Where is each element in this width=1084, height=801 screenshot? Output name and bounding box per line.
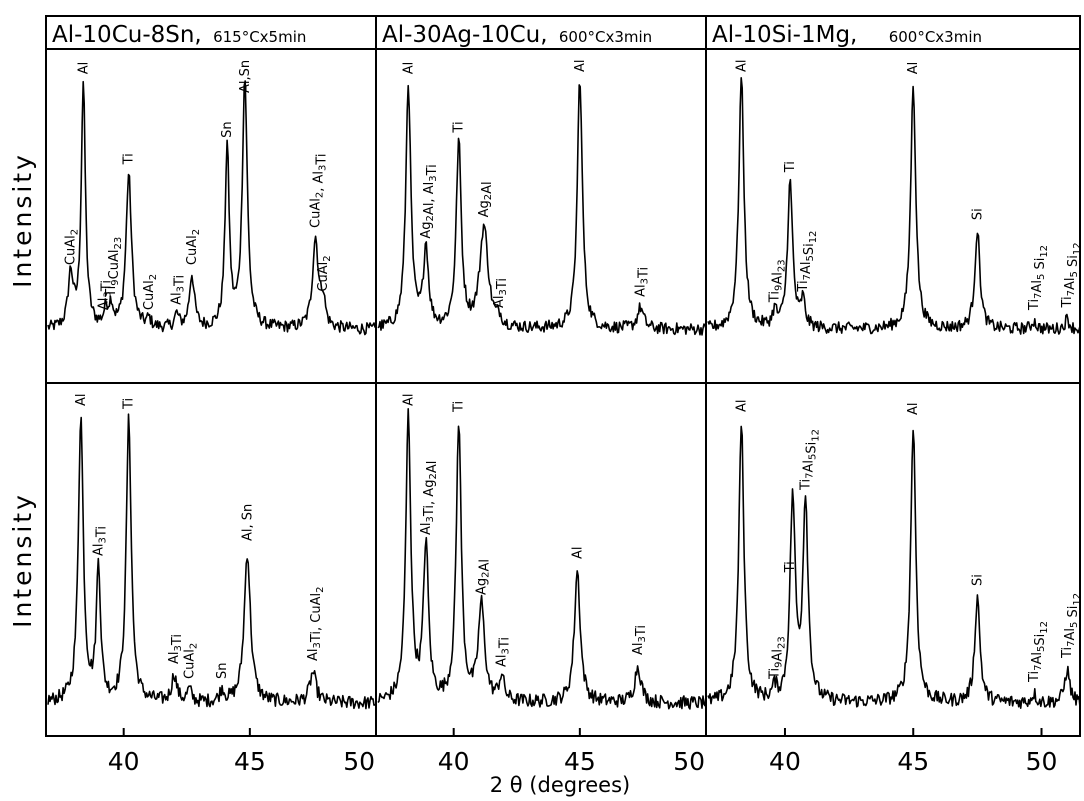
peak-label-p2-top-6: Al3Ti bbox=[633, 267, 651, 297]
xrd-trace-p2-top bbox=[377, 84, 707, 336]
peak-label-p3-top-7: Ti7Al5 Si12 bbox=[1060, 242, 1083, 308]
peak-label-p3-bottom-2: Ti bbox=[783, 561, 798, 573]
peak-label-p1-top-0: CuAl2 bbox=[64, 229, 81, 265]
peak-label-p1-top-10: CuAl2, Al3Ti bbox=[308, 153, 329, 228]
peak-label-p3-top-4: Al bbox=[906, 62, 921, 75]
peak-label-p2-bottom-1: Al3Ti, Ag2Al bbox=[419, 461, 440, 535]
peak-label-p3-top-1: Ti9Al23 bbox=[768, 259, 788, 303]
peak-label-p3-bottom-1: Ti9Al23 bbox=[768, 636, 788, 680]
x-tick-label-p1-1: 45 bbox=[234, 747, 266, 776]
x-tick-label-p2-2: 50 bbox=[673, 747, 705, 776]
chart-marks: 40 45 50CuAl2AlAl3TiTi9CuAl23TiCuAl2Al3TiC… bbox=[47, 59, 1083, 776]
peak-label-p1-top-8: Sn bbox=[220, 121, 235, 138]
peak-label-p2-top-1: Ag2Al, Al3Ti bbox=[419, 164, 440, 238]
peak-label-p3-bottom-0: Al bbox=[734, 399, 749, 412]
xrd-trace-p2-bottom bbox=[377, 408, 707, 710]
peak-label-p1-top-1: Al bbox=[76, 62, 91, 75]
figure-frame bbox=[45, 15, 1081, 737]
peak-label-p2-bottom-0: Al bbox=[401, 393, 416, 406]
peak-label-p2-bottom-2: Ti bbox=[452, 401, 467, 413]
x-tick-label-p1-0: 40 bbox=[108, 747, 140, 776]
xrd-trace-p3-bottom bbox=[707, 425, 1081, 709]
peak-label-p2-top-2: Ti bbox=[452, 121, 467, 133]
peak-label-p3-bottom-7: Ti7Al5 Si12 bbox=[1060, 593, 1083, 659]
peak-label-p3-top-6: Ti7Al5 Si12 bbox=[1027, 245, 1050, 311]
peak-label-p1-bottom-2: Ti bbox=[122, 398, 137, 410]
x-tick-label-p2-1: 45 bbox=[564, 747, 596, 776]
peak-label-p2-bottom-6: Al3Ti bbox=[631, 625, 649, 655]
peak-label-p1-top-9: Al,Sn bbox=[238, 60, 253, 93]
x-tick-label-p3-1: 45 bbox=[897, 747, 929, 776]
peak-label-p1-bottom-7: Al3Ti, CuAl2 bbox=[306, 586, 326, 661]
peak-label-p3-top-5: Si bbox=[970, 208, 985, 220]
x-tick-label-p1-2: 50 bbox=[343, 747, 375, 776]
x-tick-label-p2-0: 40 bbox=[438, 747, 470, 776]
peak-label-p2-top-4: Al3Ti bbox=[492, 278, 510, 308]
y-axis-label-top: Intensity bbox=[8, 152, 37, 288]
x-tick-label-p3-2: 50 bbox=[1026, 747, 1058, 776]
peak-label-p1-bottom-6: Al, Sn bbox=[240, 504, 255, 541]
peak-label-p3-top-3: Ti7Al5Si12 bbox=[796, 231, 819, 293]
peak-label-p1-top-3: Ti9CuAl23 bbox=[104, 237, 124, 298]
peak-label-p1-top-5: CuAl2 bbox=[142, 274, 159, 310]
peak-label-p2-top-3: Ag2Al bbox=[477, 181, 495, 217]
peak-label-p1-bottom-0: Al bbox=[74, 393, 89, 406]
y-axis-label-bottom: Intensity bbox=[8, 492, 37, 628]
peak-label-p2-bottom-4: Al3Ti bbox=[495, 637, 513, 667]
x-tick-label-p3-0: 40 bbox=[769, 747, 801, 776]
peak-label-p3-bottom-6: Ti7Al5Si12 bbox=[1027, 621, 1050, 683]
xrd-trace-p3-top bbox=[707, 77, 1081, 335]
peak-label-p1-top-11: CuAl2 bbox=[316, 255, 333, 291]
peak-label-p1-top-7: CuAl2 bbox=[185, 229, 202, 265]
panel-3-title: Al-10Si-1Mg, 600°Cx3min bbox=[712, 22, 982, 48]
xrd-trace-p1-bottom bbox=[47, 413, 377, 710]
peak-label-p1-bottom-4: CuAl2 bbox=[182, 643, 199, 679]
peak-label-p1-bottom-1: Al3Ti bbox=[92, 526, 110, 556]
peak-label-p2-top-5: Al bbox=[573, 59, 588, 72]
peak-label-p2-bottom-3: Ag2Al bbox=[474, 559, 492, 595]
peak-label-p1-top-4: Ti bbox=[122, 153, 137, 165]
peak-label-p3-bottom-3: Ti7Al5Si12 bbox=[799, 429, 822, 491]
peak-label-p1-bottom-3: Al3Ti bbox=[167, 634, 185, 664]
peak-label-p2-top-0: Al bbox=[401, 62, 416, 75]
xrd-trace-p1-top bbox=[47, 80, 377, 336]
peak-label-p3-bottom-4: Al bbox=[906, 402, 921, 415]
panel-2-title: Al-30Ag-10Cu, 600°Cx3min bbox=[382, 22, 652, 48]
peak-label-p3-top-0: Al bbox=[734, 59, 749, 72]
peak-label-p1-top-2: Al3Ti bbox=[97, 280, 115, 310]
peak-label-p2-bottom-5: Al bbox=[570, 546, 585, 559]
x-axis-label: 2 θ (degrees) bbox=[490, 773, 630, 797]
peak-label-p1-bottom-5: Sn bbox=[215, 663, 230, 680]
peak-label-p3-bottom-5: Si bbox=[970, 574, 985, 586]
peak-label-p1-top-6: Al3Ti bbox=[170, 275, 188, 305]
peak-label-p3-top-2: Ti bbox=[783, 161, 798, 173]
panel-1-title: Al-10Cu-8Sn, 615°Cx5min bbox=[52, 22, 306, 48]
